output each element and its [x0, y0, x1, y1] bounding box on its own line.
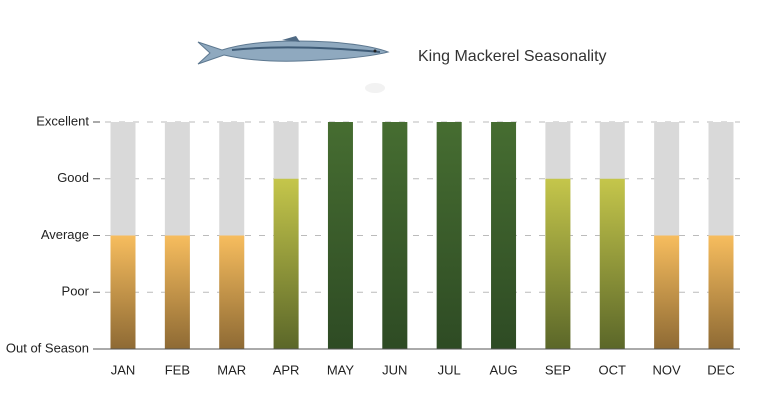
bar — [382, 122, 407, 349]
x-tick-label: JAN — [111, 362, 136, 377]
bar — [111, 236, 136, 350]
x-tick-label: JUN — [382, 362, 407, 377]
chart-title: King Mackerel Seasonality — [418, 48, 607, 65]
y-tick-label: Out of Season — [6, 340, 89, 355]
x-tick-label: JUL — [438, 362, 461, 377]
bar — [437, 122, 462, 349]
x-tick-label: OCT — [599, 362, 627, 377]
bar — [219, 236, 244, 350]
bar — [165, 236, 190, 350]
bar — [654, 236, 679, 350]
x-tick-label: MAY — [327, 362, 355, 377]
bar — [709, 236, 734, 350]
x-tick-label: MAR — [217, 362, 246, 377]
bar — [328, 122, 353, 349]
x-tick-label: NOV — [653, 362, 682, 377]
y-tick-label: Good — [57, 170, 89, 185]
bar — [600, 179, 625, 349]
x-tick-label: APR — [273, 362, 300, 377]
x-tick-label: DEC — [707, 362, 734, 377]
y-tick-label: Poor — [62, 284, 90, 299]
y-tick-label: Average — [41, 227, 89, 242]
x-tick-label: AUG — [489, 362, 517, 377]
fish-icon — [198, 36, 388, 93]
bar — [274, 179, 299, 349]
x-tick-label: FEB — [165, 362, 190, 377]
y-tick-label: Excellent — [36, 113, 89, 128]
bar — [545, 179, 570, 349]
bar — [491, 122, 516, 349]
x-tick-label: SEP — [545, 362, 571, 377]
